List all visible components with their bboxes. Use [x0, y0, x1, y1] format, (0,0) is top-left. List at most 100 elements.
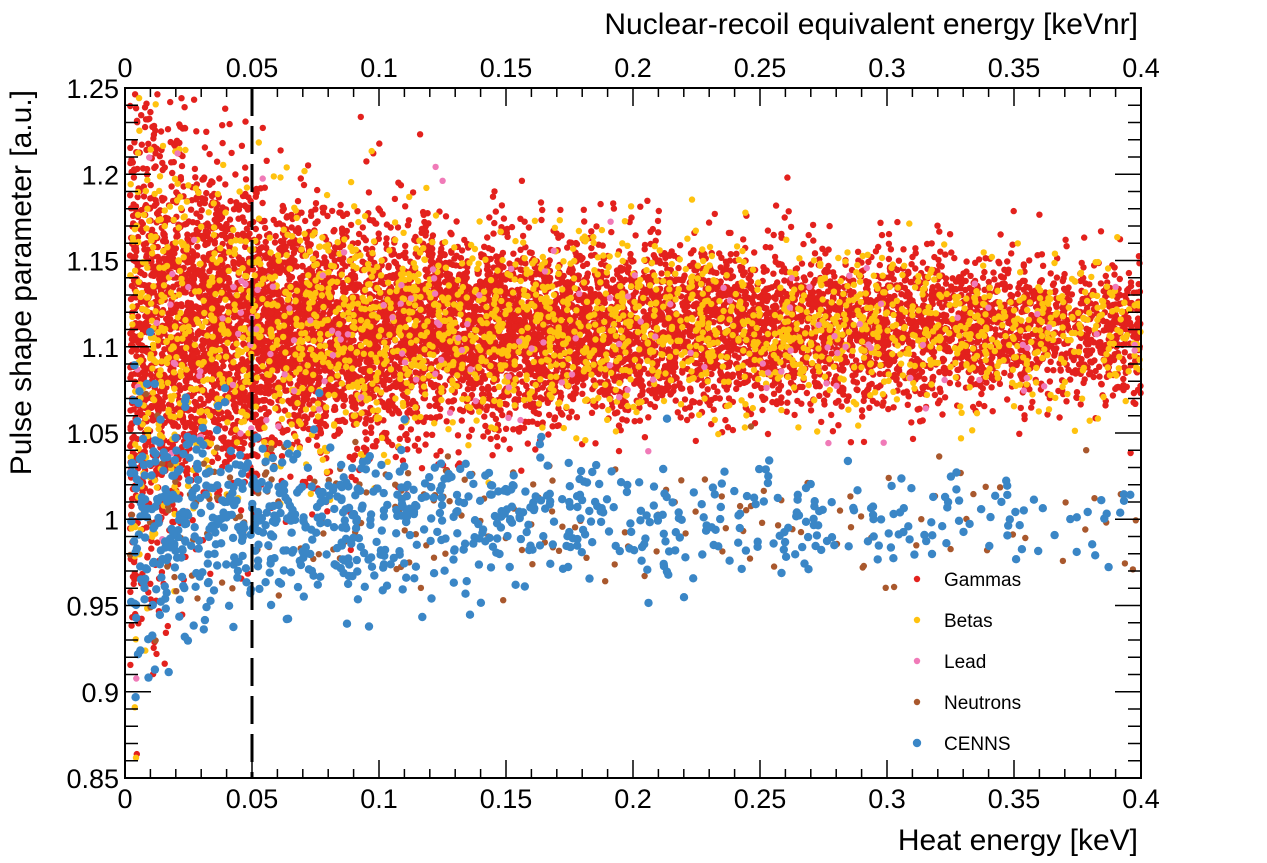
gamma-point — [242, 118, 249, 125]
gamma-point — [785, 208, 792, 215]
gamma-point — [449, 398, 456, 405]
gamma-point — [816, 392, 823, 399]
gamma-point — [538, 216, 545, 224]
gamma-point — [493, 433, 501, 441]
gamma-point — [402, 432, 409, 439]
gamma-point — [521, 218, 528, 225]
gamma-point — [490, 230, 497, 237]
gamma-point — [191, 165, 199, 173]
gamma-point — [426, 402, 433, 410]
gamma-point — [794, 397, 801, 405]
gamma-point — [645, 387, 653, 394]
gamma-point — [811, 250, 819, 257]
gamma-point — [1037, 277, 1045, 284]
gamma-point — [571, 384, 579, 391]
gamma-point — [363, 158, 370, 165]
gamma-point — [207, 570, 214, 577]
gamma-point — [131, 91, 139, 98]
gamma-point — [198, 207, 205, 214]
gamma-point — [423, 431, 430, 438]
gamma-point — [641, 434, 649, 441]
gamma-point — [263, 157, 270, 164]
gamma-point — [299, 263, 306, 270]
gamma-point — [294, 197, 302, 205]
gamma-point — [898, 291, 905, 298]
gamma-point — [875, 243, 882, 251]
gamma-point — [518, 467, 525, 474]
gamma-point — [917, 390, 924, 398]
gamma-point — [178, 95, 185, 102]
gamma-point — [480, 433, 487, 440]
gamma-point — [167, 98, 174, 106]
gamma-point — [491, 219, 498, 227]
data-points — [126, 91, 1144, 761]
gamma-point — [502, 425, 510, 432]
gamma-point — [1125, 269, 1133, 277]
gamma-point — [443, 418, 450, 425]
gamma-point — [355, 230, 363, 238]
gamma-point — [1007, 372, 1014, 379]
gamma-point — [453, 218, 460, 225]
gamma-point — [637, 203, 644, 210]
gamma-point — [150, 131, 158, 138]
gamma-point — [637, 392, 644, 399]
gamma-point — [169, 169, 176, 177]
gamma-point — [722, 416, 729, 424]
gamma-point — [858, 407, 866, 414]
gamma-point — [878, 231, 886, 239]
gamma-point — [147, 488, 154, 495]
gamma-point — [711, 210, 718, 218]
gamma-point — [1046, 378, 1054, 385]
gamma-point — [1010, 207, 1017, 215]
gamma-point — [645, 414, 652, 421]
gamma-point — [486, 214, 493, 221]
gamma-point — [359, 224, 366, 231]
gamma-point — [843, 397, 851, 404]
gamma-point — [1120, 375, 1127, 383]
gamma-point — [979, 274, 987, 281]
gamma-point — [921, 375, 928, 383]
gamma-point — [821, 364, 829, 372]
gamma-point — [1052, 287, 1059, 295]
gamma-point — [885, 255, 893, 263]
gamma-point — [164, 126, 172, 133]
gamma-point — [828, 411, 835, 419]
gamma-point — [294, 438, 301, 445]
gamma-point — [228, 364, 236, 372]
gamma-point — [237, 507, 245, 514]
gamma-point — [1044, 366, 1051, 373]
gamma-point — [559, 411, 566, 418]
gamma-point — [232, 171, 239, 178]
gamma-point — [583, 260, 591, 268]
gamma-point — [990, 269, 997, 276]
gamma-point — [170, 158, 177, 166]
gamma-point — [825, 262, 832, 270]
gamma-point — [609, 276, 617, 283]
gamma-point — [784, 174, 791, 181]
gamma-point — [194, 243, 201, 250]
gamma-point — [900, 246, 907, 253]
gamma-point — [523, 382, 530, 390]
gamma-point — [820, 397, 828, 404]
gamma-point — [127, 426, 134, 433]
gamma-point — [1061, 270, 1068, 278]
gamma-point — [407, 426, 415, 433]
gamma-point — [429, 431, 436, 438]
gamma-point — [392, 453, 399, 461]
gamma-point — [798, 260, 806, 267]
gamma-point — [1098, 380, 1105, 388]
gamma-point — [252, 225, 259, 233]
gamma-point — [157, 128, 165, 135]
gamma-point — [1028, 404, 1035, 411]
gamma-point — [416, 131, 424, 138]
gamma-point — [1053, 274, 1061, 281]
gamma-point — [1130, 399, 1137, 406]
gamma-point — [1004, 396, 1011, 403]
gamma-point — [676, 242, 684, 249]
gamma-point — [312, 206, 319, 213]
gamma-point — [524, 440, 531, 447]
gamma-point — [877, 219, 884, 226]
gamma-point — [414, 435, 422, 443]
gamma-point — [213, 158, 221, 165]
gamma-point — [376, 140, 383, 147]
